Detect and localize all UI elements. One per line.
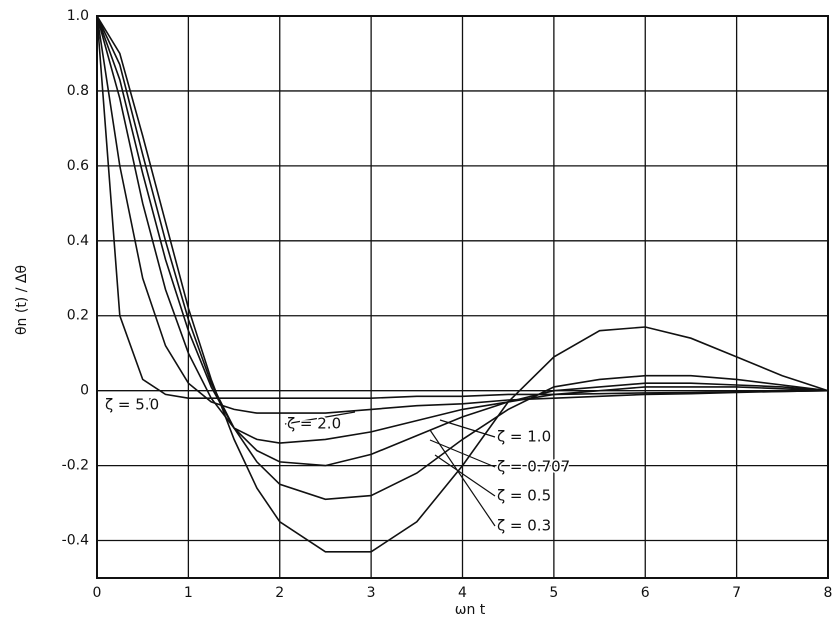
series-label: ζ = 0.5	[497, 487, 551, 505]
x-tick-label: 3	[367, 585, 376, 601]
y-tick-label: 0	[80, 383, 89, 399]
x-tick-label: 2	[275, 585, 284, 601]
y-tick-label: 0.2	[67, 308, 89, 324]
y-tick-label: -0.4	[62, 533, 89, 549]
y-tick-label: 0.4	[67, 233, 89, 249]
x-tick-label: 0	[93, 585, 102, 601]
series-label: ζ = 5.0	[105, 396, 159, 414]
x-axis-label: ωn t	[455, 602, 486, 618]
y-axis-label: θn (t) / Δθ	[14, 265, 30, 335]
x-tick-label: 5	[549, 585, 558, 601]
series-label: ζ = 0.3	[497, 517, 551, 535]
chart: ωn t θn (t) / Δθ 0 1 2 3 4 5 6 7 8 -0.4 -0.2 0 0.2 0.…	[0, 0, 837, 624]
series-label: ζ = 2.0	[287, 415, 341, 433]
x-tick-label: 4	[458, 585, 467, 601]
y-tick-label: 0.6	[67, 158, 89, 174]
y-tick-label: -0.2	[62, 458, 89, 474]
y-tick-label: 0.8	[67, 83, 89, 99]
series-label: ζ = 1.0	[497, 428, 551, 446]
x-tick-label: 8	[824, 585, 833, 601]
series-label: ζ = 0.707	[497, 458, 570, 476]
x-tick-label: 6	[641, 585, 650, 601]
y-tick-label: 1.0	[67, 8, 89, 24]
x-tick-label: 7	[732, 585, 741, 601]
x-tick-label: 1	[184, 585, 193, 601]
